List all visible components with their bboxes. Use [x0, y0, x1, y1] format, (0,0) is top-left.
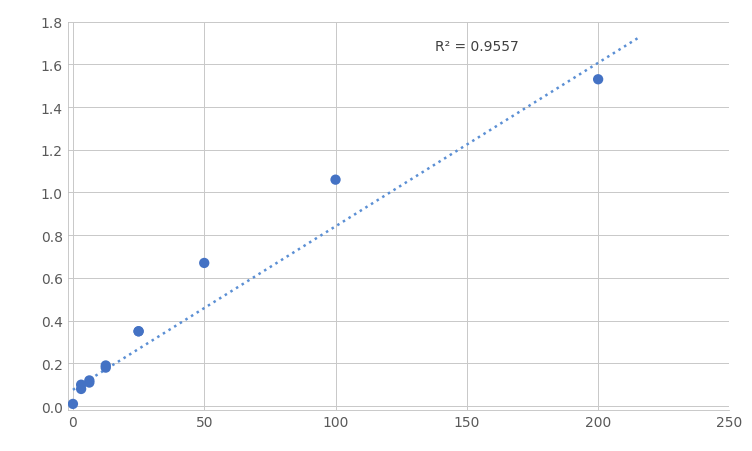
- Point: [199, 260, 211, 267]
- Point: [75, 381, 87, 388]
- Point: [83, 377, 96, 384]
- Point: [83, 379, 96, 387]
- Point: [75, 386, 87, 393]
- Point: [592, 77, 604, 84]
- Point: [100, 364, 112, 371]
- Point: [100, 362, 112, 369]
- Point: [132, 328, 144, 335]
- Point: [329, 177, 341, 184]
- Point: [132, 328, 144, 335]
- Text: R² = 0.9557: R² = 0.9557: [435, 40, 519, 54]
- Point: [67, 400, 79, 408]
